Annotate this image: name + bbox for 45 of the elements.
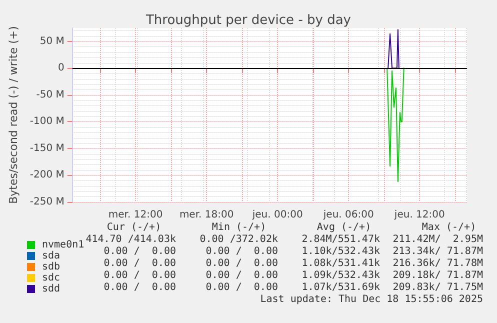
y-tick-label: -250 M xyxy=(30,196,64,208)
legend-label: sdd xyxy=(42,284,60,294)
legend-label: sdb xyxy=(42,262,60,272)
text: 1.10k/532.43k xyxy=(302,246,380,258)
y-tick-label: 0 xyxy=(58,62,64,74)
y-tick-label: -100 M xyxy=(30,116,64,128)
text: 0.00 / 0.00 xyxy=(104,270,176,282)
y-tick-label: -150 M xyxy=(30,142,64,154)
y-axis-title: Bytes/second read (-) / write (+) xyxy=(7,26,20,204)
text: 0.00 / 0.00 xyxy=(206,246,278,258)
legend-label: sda xyxy=(42,250,60,262)
x-tick-label: mer. 18:00 xyxy=(179,210,234,220)
text: Min (-/+) xyxy=(210,222,268,234)
text: 0.00 /372.02k xyxy=(200,234,278,246)
x-tick-label: jeu. 12:00 xyxy=(393,210,445,220)
text: 216.36k/ 71.78M xyxy=(392,258,483,270)
y-tick-label: -200 M xyxy=(30,170,64,181)
text: 1.08k/531.41k xyxy=(302,258,380,270)
x-tick-label: jeu. 06:00 xyxy=(322,210,374,220)
text: 0.00 / 0.00 xyxy=(206,258,278,270)
text: 414.70 /414.03k xyxy=(86,234,176,246)
text: 209.18k/ 71.87M xyxy=(392,270,483,282)
line-series xyxy=(386,68,404,182)
text: Max (-/+) xyxy=(420,222,478,234)
text: 209.83k/ 71.75M xyxy=(392,282,483,294)
text: Cur (-/+) xyxy=(106,222,162,234)
text: 1.09k/532.43k xyxy=(302,270,380,282)
text: 211.42M/ 2.95M xyxy=(392,234,483,246)
x-tick-label: jeu. 00:00 xyxy=(251,210,303,220)
text: 0.00 / 0.00 xyxy=(104,258,176,270)
legend-label: nvme0n1 xyxy=(42,240,84,250)
text: 2.84M/551.47k xyxy=(302,234,380,246)
y-tick-label: 50 M xyxy=(40,36,64,47)
text: Last update: Thu Dec 18 15:55:06 2025 xyxy=(260,294,483,306)
text: 0.00 / 0.00 xyxy=(104,246,176,258)
text: 0.00 / 0.00 xyxy=(104,282,176,294)
text: 1.07k/531.69k xyxy=(302,282,380,294)
x-tick-label: mer. 12:00 xyxy=(108,210,163,220)
text: 0.00 / 0.00 xyxy=(206,270,278,282)
text: 213.34k/ 71.87M xyxy=(392,246,483,258)
legend-label: sdc xyxy=(42,272,60,284)
text: Avg (-/+) xyxy=(316,222,372,234)
text: 0.00 / 0.00 xyxy=(206,282,278,294)
y-tick-label: -50 M xyxy=(36,89,64,100)
chart-title: Throughput per device - by day xyxy=(144,13,352,28)
